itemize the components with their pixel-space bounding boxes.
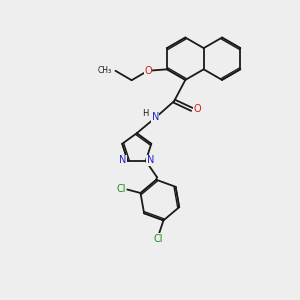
Text: CH₃: CH₃ bbox=[98, 66, 112, 75]
Text: N: N bbox=[147, 155, 154, 165]
Text: Cl: Cl bbox=[154, 234, 163, 244]
Text: N: N bbox=[152, 112, 159, 122]
Text: N: N bbox=[119, 155, 127, 165]
Text: Cl: Cl bbox=[116, 184, 125, 194]
Text: H: H bbox=[142, 109, 149, 118]
Text: O: O bbox=[193, 104, 201, 114]
Text: O: O bbox=[144, 66, 152, 76]
